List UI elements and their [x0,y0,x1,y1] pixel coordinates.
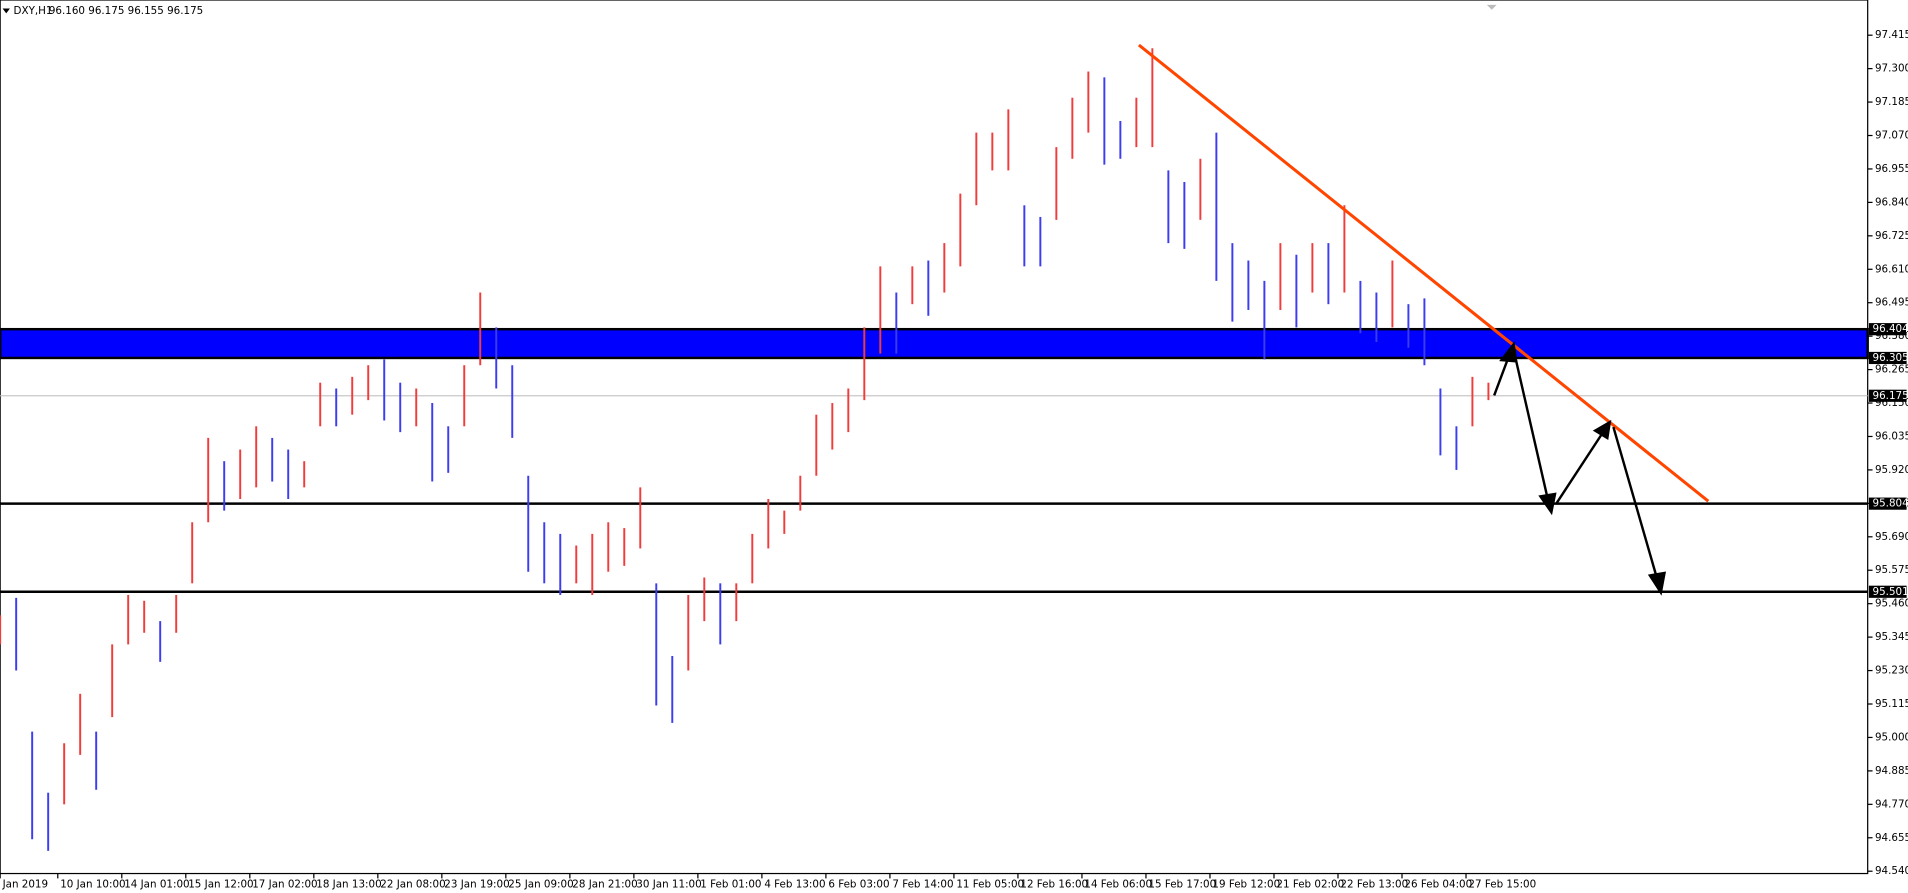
x-tick-label: 6 Feb 03:00 [828,878,889,890]
price-tag-bg [1868,497,1907,510]
y-tick-label: 95.345 [1875,631,1908,643]
y-tick-label: 96.610 [1875,263,1908,275]
price-tag: 96.175 [1873,390,1908,402]
x-tick-label: 17 Jan 02:00 [252,878,317,890]
y-tick-label: 94.885 [1875,765,1908,777]
price-tag: 95.501 [1873,586,1908,598]
y-tick-label: 95.115 [1875,698,1908,710]
y-tick-label: 96.035 [1875,430,1908,442]
y-tick-label: 95.920 [1875,464,1908,476]
x-tick-label: 1 Feb 01:00 [700,878,761,890]
price-tag-bg [1868,323,1907,336]
price-tag: 96.404 [1873,323,1908,335]
arrows [1493,341,1667,596]
y-tick-label: 96.150 [1875,397,1908,409]
y-tick-label: 96.495 [1875,297,1908,309]
x-tick-label: 14 Feb 06:00 [1084,878,1152,890]
plot-frame [0,0,1869,875]
scroll-marker [1486,4,1497,10]
trend-line [1137,43,1710,503]
y-tick-label: 95.000 [1875,731,1908,743]
y-tick-label: 96.955 [1875,163,1908,175]
layer [0,48,1869,851]
price-tag: 96.305 [1873,352,1908,364]
drawings [1137,43,1710,596]
y-tick-label: 97.070 [1875,130,1908,142]
y-tick-label: 96.265 [1875,364,1908,376]
zone [0,327,1869,360]
x-tick-label: 10 Jan 10:00 [60,878,125,890]
y-tick-label: 97.300 [1875,63,1908,75]
x-tick-label: 4 Feb 13:00 [764,878,825,890]
x-tick-label: 30 Jan 11:00 [636,878,701,890]
quote: 96.160 96.175 96.155 96.175 [49,5,203,17]
y-tick-label: 96.725 [1875,230,1908,242]
x-tick-label: 7 Feb 14:00 [892,878,953,890]
price-tag-bg [1868,585,1907,598]
x-tick-label: 22 Jan 08:00 [380,878,445,890]
y-tick-label: 95.230 [1875,665,1908,677]
x-tick-label: 23 Jan 19:00 [444,878,509,890]
x-tick-label: 22 Feb 13:00 [1340,878,1408,890]
x-tick-label: 14 Jan 01:00 [124,878,189,890]
x-tick-label: 27 Feb 15:00 [1468,878,1536,890]
x-tick-label: 11 Feb 05:00 [956,878,1024,890]
y-tick-label: 94.655 [1875,832,1908,844]
symbol: DXY,H1 [14,5,53,17]
x-tick-label: 15 Feb 17:00 [1148,878,1216,890]
x-tick-label: 28 Jan 21:00 [572,878,637,890]
price-tag: 95.804 [1873,498,1908,510]
x-tick-label: 12 Feb 16:00 [1020,878,1088,890]
x-tick-label: 25 Jan 09:00 [508,878,573,890]
price-tag-bg [1868,389,1907,402]
x-tick-label: 18 Jan 13:00 [316,878,381,890]
y-tick-label: 97.415 [1875,29,1908,41]
menu-icon [2,8,10,14]
y-tick-label: 95.575 [1875,564,1908,576]
y-tick-label: 94.540 [1875,865,1908,877]
x-tick-label: 26 Feb 04:00 [1404,878,1472,890]
x-tick-label: Jan 2019 [2,878,48,890]
y-tick-label: 95.460 [1875,598,1908,610]
y-tick-label: 97.185 [1875,96,1908,108]
x-tick-label: 21 Feb 02:00 [1276,878,1344,890]
y-tick-label: 94.770 [1875,798,1908,810]
y-tick-label: 95.690 [1875,531,1908,543]
y-tick-label: 96.840 [1875,196,1908,208]
x-tick-label: 15 Jan 12:00 [188,878,253,890]
x-tick-label: 19 Feb 12:00 [1212,878,1280,890]
price-tag-bg [1868,351,1907,365]
